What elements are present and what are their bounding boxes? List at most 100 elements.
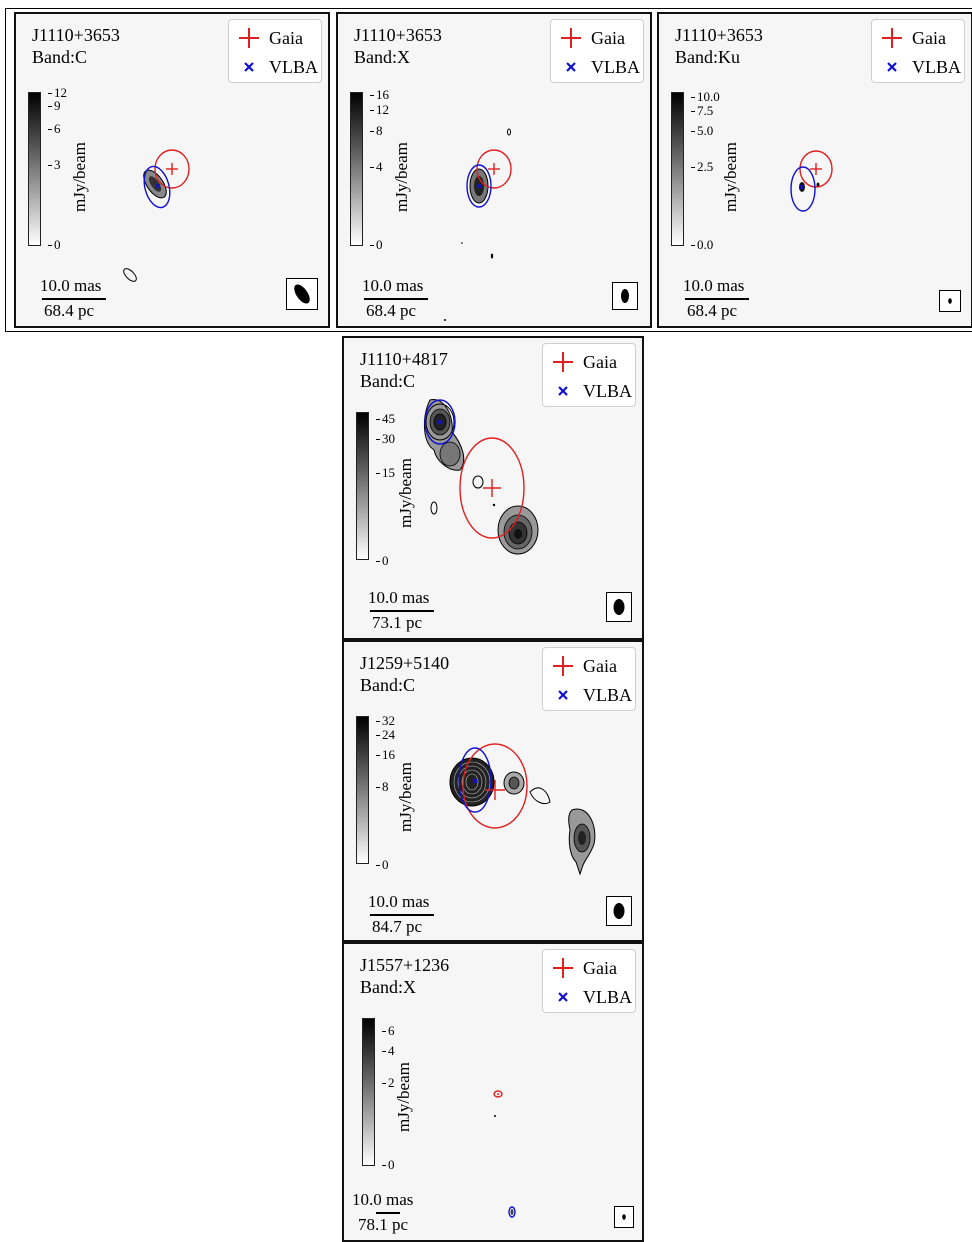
legend: Gaia VLBA [542, 647, 636, 711]
colorbar-tick: 4 [382, 1043, 395, 1058]
beam-ellipse-icon [613, 599, 625, 615]
colorbar-tick: 4 [370, 159, 383, 174]
scalebar-pc-label: 73.1 pc [372, 613, 423, 632]
colorbar-tick: 16 [376, 747, 395, 762]
scalebar-pc-label: 84.7 pc [372, 917, 423, 936]
gaia-error-ellipse [154, 149, 190, 189]
scalebar-line [42, 298, 106, 300]
colorbar-tick: 45 [376, 411, 395, 426]
colorbar-tick: 9 [48, 98, 61, 113]
beam-ellipse-icon [948, 298, 952, 304]
colorbar-tick: 16 [370, 87, 389, 102]
beam-box [606, 896, 632, 926]
map-panel-2: J1110+3653 Band:X Gaia VLBA 16 12 8 4 0 m… [336, 12, 652, 328]
beam-ellipse-icon [621, 289, 629, 303]
vlba-x-icon [887, 62, 897, 72]
colorbar-tick: 7.5 [690, 103, 714, 118]
scalebar-line [376, 1212, 400, 1214]
colorbar-tick: 0 [48, 237, 61, 252]
colorbar-unit-label: mJy/beam [70, 142, 89, 212]
colorbar-tick: 8 [370, 123, 383, 138]
colorbar [671, 92, 684, 246]
scalebar-mas-label: 10.0 mas [40, 276, 102, 295]
colorbar-tick: 5.0 [690, 123, 714, 138]
vlba-x-icon [244, 62, 254, 72]
panel-title: J1259+5140 Band:C [360, 653, 450, 695]
vlba-error-ellipse [143, 165, 171, 209]
colorbar-tick: 0 [376, 553, 389, 568]
beam-box [612, 282, 638, 310]
colorbar-unit-label: mJy/beam [396, 762, 415, 832]
gaia-cross-icon [239, 28, 259, 48]
colorbar-tick: 6 [382, 1023, 395, 1038]
radio-map-4 [424, 399, 539, 555]
scalebar-pc-label: 68.4 pc [44, 301, 95, 320]
map-panel-5: J1259+5140 Band:C Gaia VLBA 32 24 16 8 0 … [342, 640, 644, 942]
beam-box [939, 290, 961, 312]
scalebar-mas-label: 10.0 mas [362, 276, 424, 295]
gaia-cross-icon [882, 28, 902, 48]
colorbar-tick: 6 [48, 121, 61, 136]
gaia-cross-icon [553, 656, 573, 676]
legend: Gaia VLBA [550, 19, 644, 83]
radio-map-3 [790, 150, 833, 212]
scalebar-mas-label: 10.0 mas [368, 588, 430, 607]
colorbar-tick: 8 [376, 779, 389, 794]
colorbar-tick: 32 [376, 713, 395, 728]
colorbar [362, 1018, 375, 1166]
colorbar [356, 412, 369, 560]
colorbar-tick: 10.0 [691, 89, 720, 104]
legend: Gaia VLBA [228, 19, 322, 83]
map-panel-4: J1110+4817 Band:C Gaia VLBA 45 30 15 0 mJ… [342, 336, 644, 640]
panel-title: J1110+3653 Band:Ku [675, 25, 763, 67]
map-panel-6: J1557+1236 Band:X Gaia VLBA 6 4 2 0 mJy/b… [342, 942, 644, 1242]
radio-map-6 [493, 1090, 516, 1218]
beam-ellipse-icon [613, 903, 625, 919]
scalebar-mas-label: 10.0 mas [683, 276, 745, 295]
panel-title: J1110+4817 Band:C [360, 349, 448, 391]
legend: Gaia VLBA [542, 949, 636, 1013]
gaia-cross-icon [553, 958, 573, 978]
radio-map-2 [444, 128, 512, 321]
gaia-cross-icon [553, 352, 573, 372]
colorbar-tick: 15 [376, 465, 395, 480]
vlba-x-icon [558, 386, 568, 396]
beam-box [606, 592, 632, 622]
beam-box [286, 278, 318, 310]
colorbar [28, 92, 41, 246]
colorbar-tick: 30 [376, 431, 395, 446]
colorbar-tick: 12 [370, 102, 389, 117]
colorbar-tick: 0 [370, 237, 383, 252]
vlba-x-icon [566, 62, 576, 72]
colorbar-tick: 0 [376, 857, 389, 872]
scalebar-line [370, 610, 434, 612]
colorbar-unit-label: mJy/beam [392, 142, 411, 212]
colorbar-unit-label: mJy/beam [721, 142, 740, 212]
vlba-x-icon [558, 992, 568, 1002]
scalebar-mas-label: 10.0 mas [368, 892, 430, 911]
radio-map-1 [123, 149, 190, 282]
gaia-cross-icon [561, 28, 581, 48]
panel-title: J1557+1236 Band:X [360, 955, 450, 997]
map-panel-1: J1110+3653 Band:C Gaia VLBA 12 9 6 3 0 mJ… [14, 12, 330, 328]
top-row-frame [5, 8, 972, 332]
colorbar-unit-label: mJy/beam [396, 458, 415, 528]
colorbar-tick: 0.0 [690, 237, 714, 252]
colorbar-tick: 0 [382, 1157, 395, 1172]
beam-box [614, 1206, 634, 1228]
scalebar-pc-label: 78.1 pc [358, 1215, 409, 1234]
scalebar-line [685, 298, 749, 300]
colorbar [356, 716, 369, 864]
colorbar-tick: 12 [48, 85, 67, 100]
beam-ellipse-icon [294, 284, 310, 304]
colorbar-unit-label: mJy/beam [394, 1062, 413, 1132]
radio-map-5 [449, 743, 596, 876]
scalebar-line [370, 914, 434, 916]
legend: Gaia VLBA [871, 19, 965, 83]
scalebar-pc-label: 68.4 pc [366, 301, 417, 320]
legend: Gaia VLBA [542, 343, 636, 407]
scalebar-mas-label: 10.0 mas [352, 1190, 414, 1209]
panel-title: J1110+3653 Band:C [32, 25, 120, 67]
panel-title: J1110+3653 Band:X [354, 25, 442, 67]
colorbar-tick: 3 [48, 157, 61, 172]
